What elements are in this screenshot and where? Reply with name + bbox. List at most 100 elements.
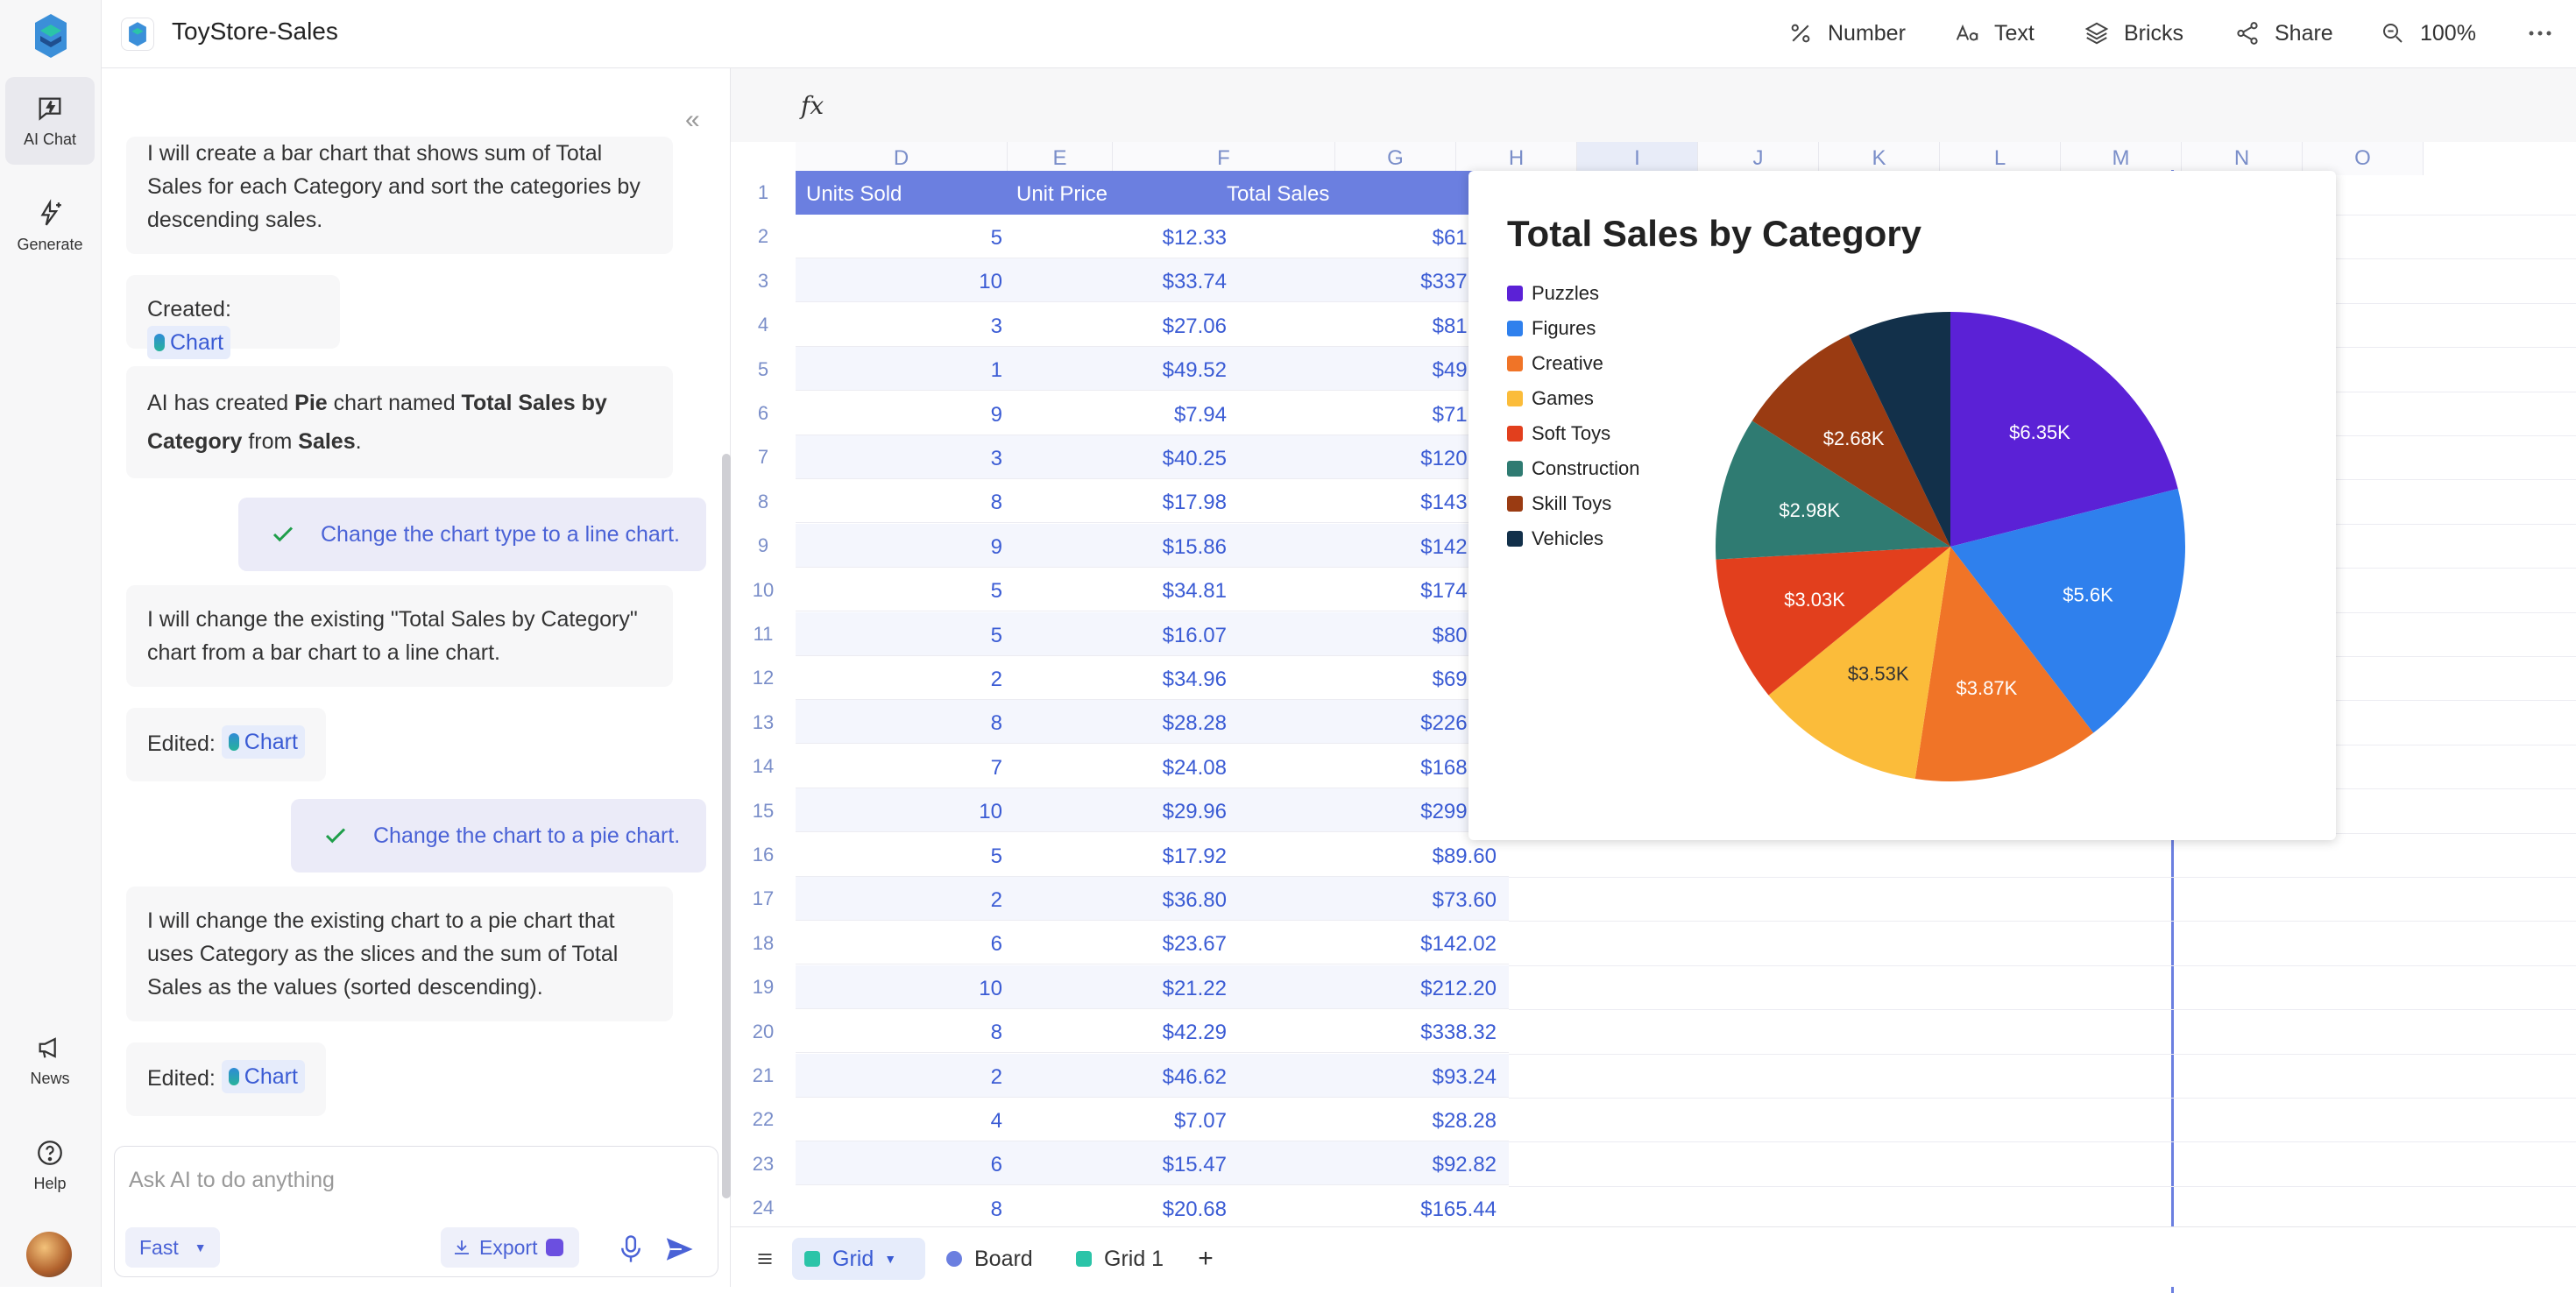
- total-sales-cell[interactable]: $142.02: [1420, 932, 1497, 957]
- total-sales-cell[interactable]: $93.24: [1432, 1064, 1497, 1089]
- total-sales-cell[interactable]: $299.60: [1420, 800, 1497, 824]
- unit-price-cell[interactable]: $40.25: [1162, 447, 1227, 470]
- row-number[interactable]: 20: [752, 1020, 775, 1042]
- unit-price-cell[interactable]: $46.62: [1162, 1064, 1227, 1089]
- pie-slice-vehicles[interactable]: [1849, 312, 1950, 547]
- units-sold-cell[interactable]: 5: [990, 623, 1002, 647]
- unit-price-cell[interactable]: $49.52: [1162, 358, 1227, 383]
- chat-input-box[interactable]: Ask AI to do anything Fast ▼ Export: [114, 1146, 718, 1277]
- total-sales-cell[interactable]: $337.40: [1420, 270, 1497, 294]
- units-sold-cell[interactable]: 9: [990, 534, 1002, 559]
- column-letter-o[interactable]: O: [2303, 142, 2424, 175]
- column-letter-g[interactable]: G: [1335, 142, 1456, 175]
- units-sold-cell[interactable]: 8: [990, 1197, 1002, 1221]
- total-sales-cell[interactable]: $165.44: [1420, 1197, 1497, 1221]
- row-number[interactable]: 15: [752, 799, 775, 822]
- units-sold-cell[interactable]: 10: [979, 270, 1002, 294]
- table-row[interactable]: 10 $33.74 $337.40: [796, 258, 1509, 303]
- row-number[interactable]: 17: [752, 887, 775, 910]
- table-row[interactable]: 3 $27.06 $81.18: [796, 303, 1509, 347]
- column-letter-e[interactable]: E: [1008, 142, 1113, 175]
- chart-link[interactable]: Chart: [221, 725, 305, 759]
- table-row[interactable]: 4 $7.07 $28.28: [796, 1098, 1509, 1141]
- column-letter-m[interactable]: M: [2061, 142, 2182, 175]
- formula-bar[interactable]: fx: [731, 68, 2576, 142]
- units-sold-cell[interactable]: 6: [990, 932, 1002, 957]
- text-format-button[interactable]: Text: [1954, 16, 2035, 51]
- column-letter-f[interactable]: F: [1113, 142, 1335, 175]
- pie-slice-figures[interactable]: [1950, 488, 2185, 733]
- row-number[interactable]: 3: [757, 269, 769, 292]
- column-header-total-sales[interactable]: Total Sales: [1227, 182, 1330, 206]
- row-number[interactable]: 8: [757, 490, 769, 512]
- unit-price-cell[interactable]: $34.96: [1162, 668, 1227, 691]
- table-row[interactable]: 9 $15.86 $142.74: [796, 523, 1509, 568]
- column-letter-i[interactable]: I: [1577, 142, 1698, 175]
- microphone-icon[interactable]: [618, 1234, 644, 1264]
- table-row[interactable]: 5 $34.81 $174.05: [796, 568, 1509, 612]
- units-sold-cell[interactable]: 10: [979, 800, 1002, 824]
- tab-grid[interactable]: Grid ▼: [792, 1238, 925, 1280]
- row-number[interactable]: 19: [752, 976, 775, 999]
- units-sold-cell[interactable]: 8: [990, 711, 1002, 736]
- collapse-panel-icon[interactable]: «: [685, 105, 700, 134]
- total-sales-cell[interactable]: $142.74: [1420, 534, 1497, 559]
- total-sales-cell[interactable]: $73.60: [1432, 888, 1497, 912]
- units-sold-cell[interactable]: 8: [990, 491, 1002, 515]
- total-sales-cell[interactable]: $92.82: [1432, 1153, 1497, 1177]
- column-letter-l[interactable]: L: [1940, 142, 2061, 175]
- document-title[interactable]: ToyStore-Sales: [172, 18, 338, 45]
- pie-slice-soft-toys[interactable]: [1716, 547, 1950, 696]
- export-button[interactable]: Export: [441, 1227, 579, 1268]
- unit-price-cell[interactable]: $20.68: [1162, 1197, 1227, 1221]
- column-letter-j[interactable]: J: [1698, 142, 1819, 175]
- total-sales-cell[interactable]: $143.84: [1420, 491, 1497, 515]
- chart-link[interactable]: Chart: [147, 326, 231, 359]
- column-letter-n[interactable]: N: [2182, 142, 2303, 175]
- units-sold-cell[interactable]: 3: [990, 447, 1002, 470]
- tab-board[interactable]: Board: [946, 1238, 1069, 1280]
- legend-item[interactable]: Games: [1507, 381, 1640, 416]
- units-sold-cell[interactable]: 10: [979, 976, 1002, 1000]
- table-row[interactable]: 2 $46.62 $93.24: [796, 1053, 1509, 1098]
- unit-price-cell[interactable]: $15.47: [1162, 1153, 1227, 1177]
- unit-price-cell[interactable]: $36.80: [1162, 888, 1227, 912]
- number-format-button[interactable]: Number: [1787, 16, 1906, 51]
- table-row[interactable]: 7 $24.08 $168.56: [796, 745, 1509, 788]
- total-sales-cell[interactable]: $61.65: [1432, 226, 1497, 250]
- unit-price-cell[interactable]: $7.07: [1173, 1109, 1227, 1133]
- column-letter-d[interactable]: D: [796, 142, 1008, 175]
- units-sold-cell[interactable]: 5: [990, 844, 1002, 868]
- rail-help[interactable]: Help: [5, 1121, 95, 1209]
- total-sales-cell[interactable]: $120.75: [1420, 447, 1497, 470]
- views-menu-button[interactable]: [752, 1238, 778, 1280]
- row-number[interactable]: 21: [752, 1064, 775, 1086]
- unit-price-cell[interactable]: $29.96: [1162, 800, 1227, 824]
- units-sold-cell[interactable]: 6: [990, 1153, 1002, 1177]
- total-sales-cell[interactable]: $80.35: [1432, 623, 1497, 647]
- row-number[interactable]: 2: [757, 225, 769, 248]
- row-number[interactable]: 4: [757, 314, 769, 336]
- unit-price-cell[interactable]: $23.67: [1162, 932, 1227, 957]
- units-sold-cell[interactable]: 2: [990, 1064, 1002, 1089]
- total-sales-cell[interactable]: $69.92: [1432, 668, 1497, 691]
- unit-price-cell[interactable]: $16.07: [1162, 623, 1227, 647]
- column-header-unit-price[interactable]: Unit Price: [1016, 182, 1108, 206]
- pie-slice-creative[interactable]: [1914, 547, 2094, 781]
- unit-price-cell[interactable]: $24.08: [1162, 755, 1227, 780]
- column-letter-h[interactable]: H: [1456, 142, 1577, 175]
- table-row[interactable]: 5 $17.92 $89.60: [796, 833, 1509, 877]
- total-sales-cell[interactable]: $226.24: [1420, 711, 1497, 736]
- chat-input-placeholder[interactable]: Ask AI to do anything: [129, 1168, 335, 1192]
- share-button[interactable]: Share: [2234, 16, 2333, 51]
- table-row[interactable]: 8 $28.28 $226.24: [796, 700, 1509, 745]
- units-sold-cell[interactable]: 3: [990, 314, 1002, 338]
- unit-price-cell[interactable]: $15.86: [1162, 534, 1227, 559]
- chat-scrollbar[interactable]: [722, 454, 731, 1198]
- unit-price-cell[interactable]: $21.22: [1162, 976, 1227, 1000]
- unit-price-cell[interactable]: $34.81: [1162, 579, 1227, 604]
- rail-generate[interactable]: Generate: [5, 182, 95, 270]
- rail-news[interactable]: News: [5, 1016, 95, 1104]
- units-sold-cell[interactable]: 4: [990, 1109, 1002, 1133]
- total-sales-cell[interactable]: $49.52: [1432, 358, 1497, 383]
